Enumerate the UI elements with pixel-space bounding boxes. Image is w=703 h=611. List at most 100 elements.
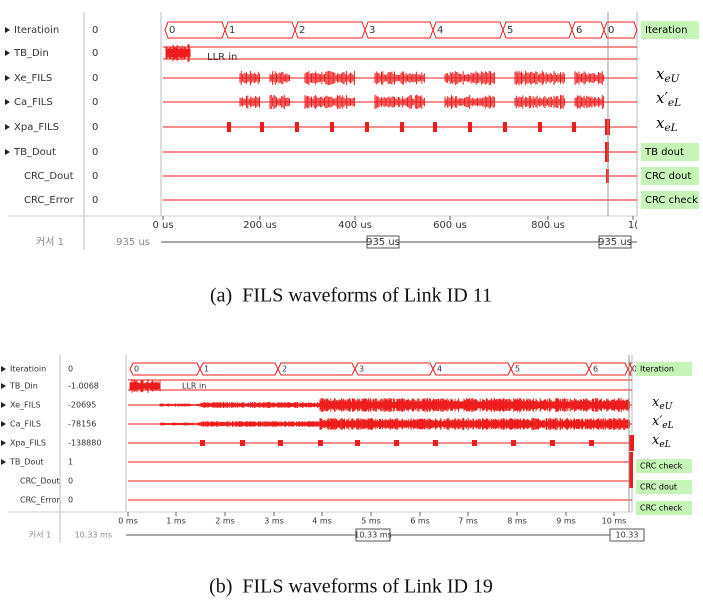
signal-name: Xpa_FILS <box>10 439 46 448</box>
pulse <box>260 122 264 132</box>
iteration-label: 3 <box>369 25 375 36</box>
math-label: x′eL <box>656 89 681 109</box>
pulse <box>355 440 360 446</box>
signal-value: 1 <box>68 458 73 467</box>
waveform <box>319 418 631 430</box>
iteration-label: 5 <box>507 25 513 36</box>
annotation: CRC check <box>645 195 698 206</box>
signal-value: 0 <box>92 171 98 182</box>
expand-arrow <box>5 124 10 130</box>
signal-value: -20695 <box>68 401 96 410</box>
math-base: x <box>652 395 660 410</box>
signal-value: 0 <box>92 147 98 158</box>
annotation-box <box>636 362 692 376</box>
pulse <box>227 122 231 132</box>
bus-segment <box>164 21 226 39</box>
math-sub: eL <box>662 421 673 431</box>
cursor-box <box>366 235 400 249</box>
expand-arrow <box>1 402 6 408</box>
axis-tick-label: 5 ms <box>361 517 381 526</box>
cursor-box <box>609 528 645 542</box>
signal-name: TB_Din <box>13 48 49 59</box>
waveform <box>374 71 425 85</box>
iteration-label: 0 <box>134 365 139 374</box>
waveform <box>319 398 631 412</box>
signal-value: 0 <box>92 48 98 59</box>
axis-tick-label: 1( <box>628 220 638 231</box>
math-base: x′ <box>656 89 668 107</box>
bus-segment <box>224 21 296 39</box>
pulse <box>278 440 283 446</box>
waveform <box>514 70 565 86</box>
signal-value: 0 <box>92 195 98 206</box>
annotation-box <box>636 501 692 515</box>
cursor-box-label: 935 us <box>366 237 400 248</box>
iteration-label: 2 <box>299 25 305 36</box>
signal-name: Iteratioin <box>10 365 46 374</box>
expand-arrow <box>1 383 6 389</box>
pulse <box>630 474 633 488</box>
annotation: CRC check <box>640 504 683 513</box>
expand-arrow <box>5 99 10 105</box>
signal-name: Xpa_FILS <box>14 122 59 133</box>
pulse <box>589 440 594 446</box>
llr-label: LLR in <box>207 52 237 63</box>
waveform <box>269 95 290 109</box>
math-sub: eU <box>664 73 680 85</box>
iteration-label: 4 <box>437 25 443 36</box>
annotation: CRC check <box>640 462 683 471</box>
pulse <box>295 122 299 132</box>
signal-name: Ca_FILS <box>10 420 41 429</box>
signal-name: Xe_FILS <box>10 401 41 410</box>
bus-segment <box>199 362 279 376</box>
iteration-label: 1 <box>229 25 235 36</box>
axis-tick-label: 1 ms <box>166 517 186 526</box>
waveform <box>574 94 605 110</box>
cursor-name: 커서 1 <box>29 531 51 540</box>
pulse <box>629 435 634 451</box>
waveform <box>129 379 161 393</box>
signal-value: 0 <box>68 477 73 486</box>
pulse <box>433 122 437 132</box>
waveform <box>199 421 320 427</box>
signal-value: -78156 <box>68 420 96 429</box>
axis-tick-label: 6 ms <box>410 517 430 526</box>
axis-tick-label: 2 ms <box>215 517 235 526</box>
math-label: xeL <box>652 433 671 450</box>
iteration-label: 6 <box>576 25 582 36</box>
math-base: x′ <box>652 414 662 429</box>
bus-segment <box>354 362 434 376</box>
cursor-box-label: 935 us <box>598 237 632 248</box>
waveform <box>374 94 425 110</box>
bus-segment <box>603 21 638 39</box>
waveform <box>574 71 605 85</box>
signal-value: 0 <box>92 25 98 36</box>
axis-tick-label: 7 ms <box>458 517 478 526</box>
bus-segment <box>294 21 366 39</box>
annotation: CRC dout <box>640 483 677 492</box>
signal-name: Xe_FILS <box>14 73 52 84</box>
pulse <box>240 440 245 446</box>
axis-tick-label: 10 ms <box>602 517 627 526</box>
pulse <box>468 122 472 132</box>
annotation-box <box>636 480 692 494</box>
annotation: TB dout <box>644 147 684 158</box>
annotation-box <box>641 143 699 161</box>
signal-name: TB_Dout <box>13 147 56 158</box>
cursor-box <box>355 528 391 542</box>
bus-segment <box>432 21 504 39</box>
annotation: Iteration <box>645 25 687 36</box>
expand-arrow <box>1 366 6 372</box>
cursor-time: 935 us <box>116 237 150 248</box>
axis-tick-label: 800 us <box>531 220 565 231</box>
signal-value: -138880 <box>68 439 101 448</box>
annotation-box <box>641 167 699 185</box>
waveform <box>444 70 495 86</box>
math-label: xeU <box>652 395 673 412</box>
iteration-label: 0 <box>169 25 175 36</box>
math-sub: eL <box>664 122 677 134</box>
math-label: xeL <box>656 114 678 134</box>
expand-arrow <box>1 440 6 446</box>
expand-arrow <box>1 421 6 427</box>
iteration-label: 3 <box>359 365 364 374</box>
